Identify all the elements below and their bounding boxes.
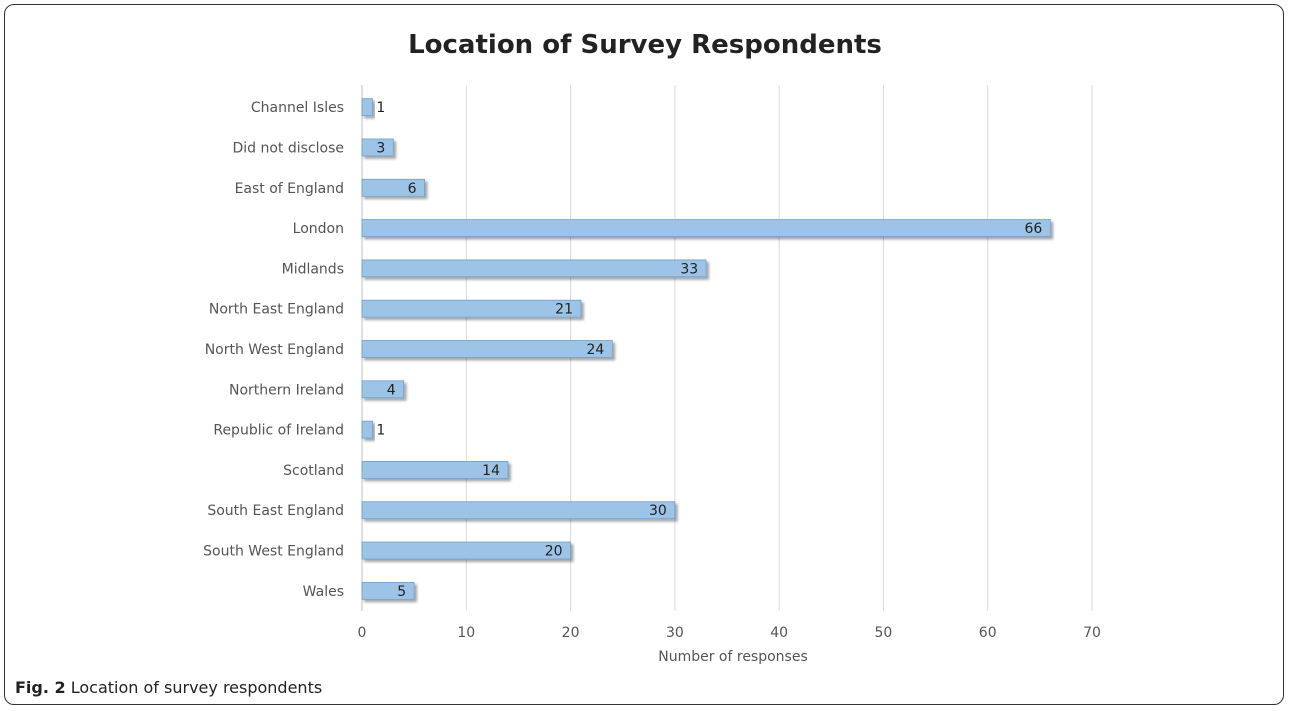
x-axis-ticks: 0 10 20 30 40 50 60 70 — [358, 625, 1101, 641]
category-label: North West England — [205, 342, 344, 358]
data-label: 24 — [586, 342, 604, 358]
caption-text: Location of survey respondents — [70, 678, 323, 697]
bar — [361, 380, 405, 399]
data-label: 66 — [1024, 221, 1042, 237]
category-label: Scotland — [283, 463, 344, 479]
data-label: 14 — [482, 463, 500, 479]
bar — [361, 299, 582, 318]
bar — [361, 420, 373, 439]
data-label: 20 — [545, 544, 563, 560]
category-label: Republic of Ireland — [213, 423, 344, 439]
bar — [361, 178, 425, 197]
figure-frame: Location of Survey Respondents 1 3 6 66 33 21… — [4, 4, 1284, 705]
bar — [361, 259, 707, 278]
bar-chart: Location of Survey Respondents 136663321… — [203, 30, 1101, 665]
category-label: Wales — [303, 584, 344, 600]
figure-caption: Fig. 2 Location of survey respondents — [15, 678, 322, 697]
data-label: 30 — [649, 503, 667, 519]
category-label: South West England — [203, 544, 344, 560]
category-label: Did not disclose — [232, 140, 344, 156]
bar — [361, 340, 613, 358]
x-tick-label: 70 — [1083, 625, 1101, 641]
x-tick-label: 40 — [770, 625, 788, 641]
data-label: 3 — [376, 140, 385, 156]
x-tick-label: 0 — [358, 625, 367, 641]
category-label: East of England — [235, 181, 344, 197]
category-label: London — [293, 221, 344, 237]
x-tick-label: 30 — [666, 625, 684, 641]
x-tick-label: 60 — [979, 625, 997, 641]
data-label: 33 — [680, 261, 698, 277]
bar — [361, 541, 571, 560]
data-label: 1 — [376, 100, 385, 116]
category-label: Midlands — [282, 261, 344, 277]
data-label: 4 — [387, 382, 396, 398]
data-label: 1 — [376, 423, 385, 439]
data-label: 21 — [555, 302, 573, 318]
category-label: South East England — [207, 503, 344, 519]
x-axis-title: Number of responses — [658, 649, 808, 665]
x-tick-label: 50 — [875, 625, 893, 641]
x-tick-label: 10 — [457, 625, 475, 641]
caption-label: Fig. 2 — [15, 678, 66, 697]
chart-title: Location of Survey Respondents — [408, 30, 882, 60]
bar — [361, 138, 394, 157]
data-label: 5 — [397, 584, 406, 600]
category-label: Northern Ireland — [229, 382, 344, 398]
category-label: Channel Isles — [251, 100, 344, 116]
bar — [361, 461, 509, 479]
bar — [361, 219, 1051, 237]
category-label: North East England — [209, 302, 344, 318]
bar — [361, 501, 676, 520]
bar — [361, 581, 415, 600]
bar — [361, 98, 373, 117]
y-axis-labels: Channel Isles Did not disclose East of Eng… — [203, 100, 344, 600]
data-label: 6 — [408, 181, 417, 197]
x-tick-label: 20 — [562, 625, 580, 641]
